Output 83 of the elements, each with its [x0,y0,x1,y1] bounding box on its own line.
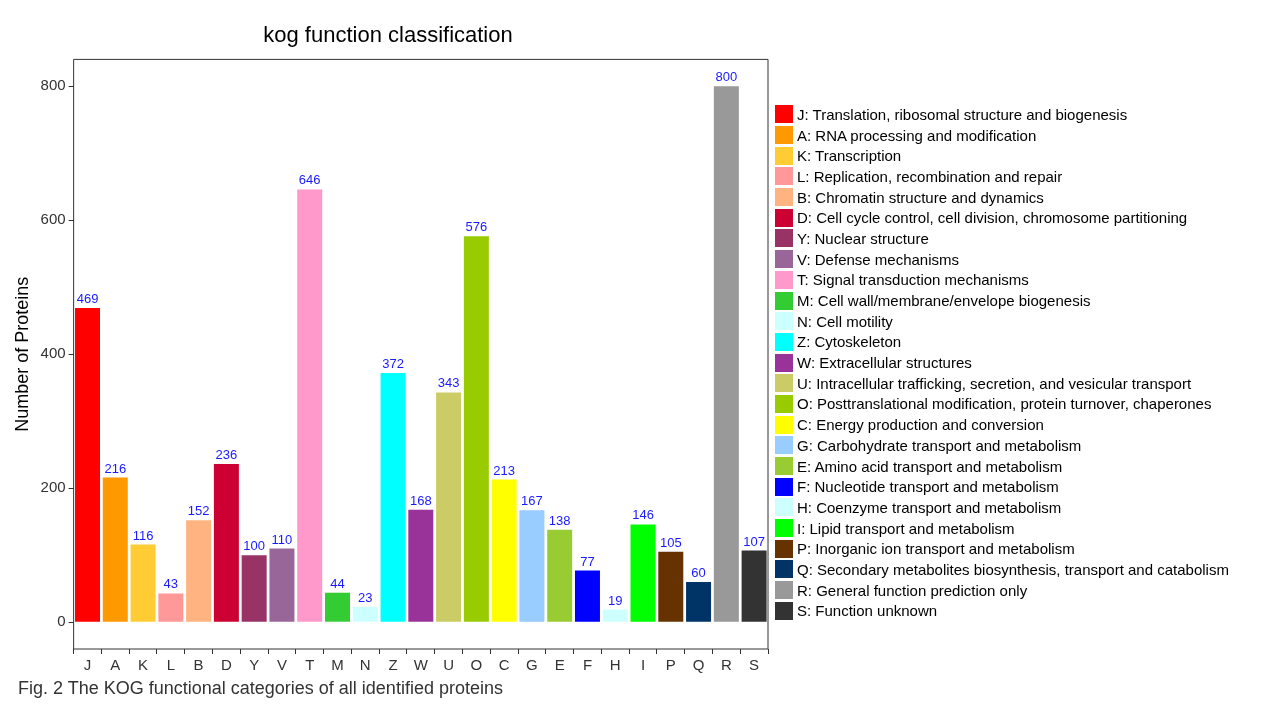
x-tick-label: N [359,656,371,674]
y-tick-label: 800 [40,76,66,94]
y-axis-title: Number of Proteins [11,276,32,432]
data-label: 105 [659,534,682,550]
data-label: 146 [632,507,654,523]
data-label: 646 [298,172,321,188]
x-tick-label: S [749,656,760,674]
x-tick-label: U [443,656,455,674]
x-tick-label: Y [249,656,260,674]
data-label: 19 [608,592,623,608]
legend-label: U: Intracellular trafficking, secretion, and vesicular transport [797,374,1192,392]
x-tick-label: R [720,656,732,674]
y-tick-label: 200 [40,478,66,496]
data-label: 116 [132,527,154,543]
caption: Fig. 2 The KOG functional categories of all identified proteins [18,678,504,699]
legend-label: O: Posttranslational modification, protein turnover, chaperones [797,395,1212,413]
x-tick-label: H [609,656,621,674]
x-tick-label: E [554,656,565,674]
legend-label: S: Function unknown [797,602,938,620]
data-label: 100 [243,538,266,554]
legend-label: H: Coenzyme transport and metabolism [797,498,1062,516]
legend-label: G: Carbohydrate transport and metabolism [797,436,1082,454]
legend-label: M: Cell wall/membrane/envelope biogenesis [797,292,1091,310]
data-label: 44 [330,575,345,591]
legend-label: A: RNA processing and modification [797,126,1037,144]
legend-label: T: Signal transduction mechanisms [797,271,1029,289]
x-tick-label: V [276,656,287,674]
x-tick-label: J [83,656,92,674]
legend-label: Z: Cytoskeleton [797,333,902,351]
data-label: 138 [548,512,571,528]
legend-label: Y: Nuclear structure [797,229,929,247]
legend-label: V: Defense mechanisms [797,250,960,268]
x-tick-label: W [413,656,429,674]
y-tick-label: 400 [40,344,66,362]
x-tick-label: I [640,656,646,674]
data-label: 110 [271,531,293,547]
x-tick-label: P [665,656,676,674]
data-label: 43 [163,576,179,592]
legend-label: Q: Secondary metabolites biosynthesis, transport and catabolism [797,560,1229,578]
x-tick-label: F [582,656,593,674]
data-label: 107 [743,533,765,549]
chart-title: kog function classification [263,22,513,48]
data-label: 372 [382,356,404,372]
legend-label: N: Cell motility [797,312,893,330]
legend-label: B: Chromatin structure and dynamics [797,188,1044,206]
legend-label: E: Amino acid transport and metabolism [797,457,1063,475]
legend-label: F: Nucleotide transport and metabolism [797,478,1059,496]
legend-label: C: Energy production and conversion [797,416,1044,434]
x-tick-label: C [498,656,510,674]
y-tick-label: 600 [40,210,66,228]
legend-label: I: Lipid transport and metabolism [797,519,1015,537]
x-tick-label: L [166,656,176,674]
legend-label: D: Cell cycle control, cell division, chromosome partitioning [797,209,1188,227]
x-tick-label: G [526,656,538,674]
x-tick-label: Z [388,656,398,674]
data-label: 216 [104,460,127,476]
x-tick-label: D [220,656,232,674]
x-tick-label: M [331,656,344,674]
x-tick-label: A [110,656,121,674]
legend-label: K: Transcription [797,147,902,165]
legend-label: J: Translation, ribosomal structure and biogenesis [797,105,1128,123]
data-label: 343 [437,375,460,391]
data-label: 60 [691,565,706,581]
data-label: 213 [493,462,515,478]
data-label: 800 [715,69,738,85]
legend-label: P: Inorganic ion transport and metabolism [797,540,1075,558]
legend-label: W: Extracellular structures [797,354,972,372]
legend-label: L: Replication, recombination and repair [797,167,1063,185]
data-label: 152 [187,503,210,519]
x-tick-label: K [138,656,149,674]
x-tick-label: Q [692,656,705,674]
x-tick-label: B [193,656,204,674]
data-label: 236 [215,447,238,463]
x-tick-label: O [470,656,483,674]
data-label: 168 [409,492,432,508]
data-label: 469 [76,291,99,307]
data-label: 77 [580,553,595,569]
data-label: 167 [521,493,543,509]
legend-label: R: General function prediction only [797,581,1028,599]
y-tick-label: 0 [57,612,66,630]
x-tick-label: T [305,656,315,674]
data-label: 576 [465,219,488,235]
data-label: 23 [358,589,373,605]
